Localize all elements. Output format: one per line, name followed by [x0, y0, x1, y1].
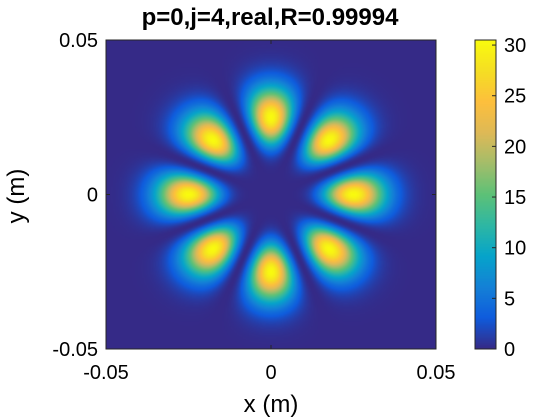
heatmap-plot-area	[105, 39, 437, 350]
x-tick-label: 0	[265, 362, 276, 384]
colorbar-ticks: 0 5 10 15 20 25 30	[492, 35, 526, 361]
chart-title: p=0,j=4,real,R=0.99994	[142, 4, 400, 31]
colorbar-tick-label: 30	[504, 35, 526, 57]
colorbar-tick-label: 10	[504, 238, 526, 260]
colorbar-tick-label: 0	[504, 339, 515, 361]
y-axis-ticks: -0.05 0 0.05	[52, 30, 436, 361]
colorbar-tick-label: 5	[504, 288, 515, 310]
x-axis-ticks: -0.05 0 0.05	[83, 40, 455, 384]
colorbar-tick-label: 15	[504, 187, 526, 209]
y-axis-label: y (m)	[3, 169, 30, 224]
y-tick-label: 0.05	[59, 30, 98, 52]
x-tick-label: 0.05	[417, 362, 456, 384]
colorbar: 0 5 10 15 20 25 30	[474, 35, 526, 361]
x-axis-label: x (m)	[244, 391, 299, 418]
colorbar-tick-label: 25	[504, 86, 526, 108]
colorbar-gradient	[475, 40, 496, 349]
y-tick-label: 0	[87, 185, 98, 207]
heatmap-image	[106, 40, 436, 349]
y-tick-label: -0.05	[52, 339, 98, 361]
colorbar-frame	[474, 39, 497, 350]
x-tick-label: -0.05	[83, 362, 129, 384]
colorbar-tick-label: 20	[504, 136, 526, 158]
